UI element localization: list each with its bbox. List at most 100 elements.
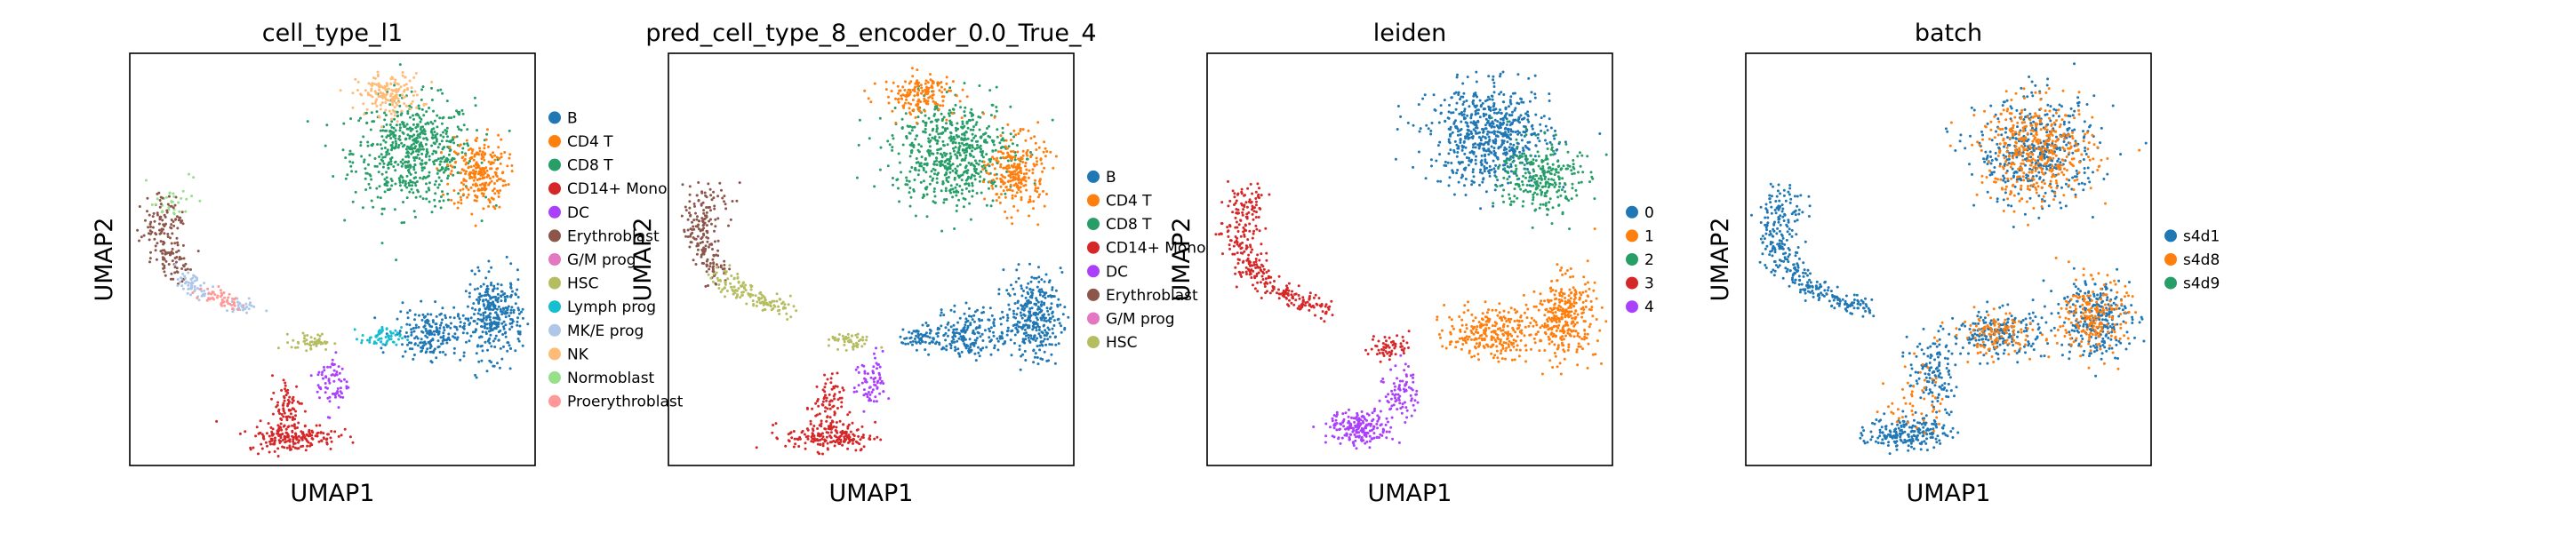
data-point bbox=[452, 306, 456, 309]
data-point bbox=[430, 131, 434, 134]
data-point bbox=[180, 196, 183, 200]
data-point bbox=[945, 82, 948, 85]
data-point bbox=[712, 262, 716, 266]
data-point bbox=[723, 200, 725, 203]
data-point bbox=[215, 419, 219, 423]
data-point bbox=[406, 112, 410, 115]
data-point bbox=[936, 126, 939, 130]
data-point bbox=[972, 136, 976, 139]
data-point bbox=[231, 306, 235, 310]
data-point bbox=[466, 195, 469, 199]
data-point bbox=[716, 217, 720, 220]
data-point bbox=[976, 143, 979, 147]
data-point bbox=[161, 210, 164, 213]
data-point bbox=[378, 162, 381, 165]
data-point bbox=[324, 144, 327, 147]
data-point bbox=[385, 171, 388, 174]
data-point bbox=[1026, 157, 1029, 161]
data-point bbox=[1500, 91, 1503, 94]
data-point bbox=[396, 120, 399, 123]
data-point bbox=[489, 305, 492, 307]
data-point bbox=[446, 163, 449, 167]
data-point bbox=[473, 273, 476, 276]
data-point bbox=[418, 145, 421, 148]
data-point bbox=[1549, 126, 1553, 130]
data-point bbox=[916, 102, 920, 106]
data-point bbox=[951, 80, 955, 84]
data-point bbox=[837, 438, 841, 441]
data-point bbox=[868, 386, 871, 389]
data-point bbox=[712, 254, 716, 258]
data-point bbox=[911, 99, 915, 101]
data-point bbox=[696, 235, 700, 238]
data-point bbox=[371, 120, 374, 123]
data-point bbox=[978, 326, 981, 329]
data-point bbox=[200, 294, 204, 298]
data-point bbox=[961, 132, 964, 136]
data-point bbox=[1043, 280, 1046, 283]
data-point bbox=[942, 314, 946, 317]
data-point bbox=[953, 304, 956, 307]
data-point bbox=[424, 334, 428, 338]
data-point bbox=[482, 172, 485, 176]
data-point bbox=[1509, 95, 1513, 99]
data-point bbox=[504, 330, 508, 334]
data-point bbox=[501, 184, 505, 187]
data-point bbox=[1025, 171, 1028, 175]
data-point bbox=[899, 89, 902, 92]
data-point bbox=[193, 279, 196, 282]
data-point bbox=[442, 350, 444, 354]
data-point bbox=[421, 344, 425, 347]
data-point bbox=[931, 179, 934, 182]
data-point bbox=[879, 146, 883, 149]
data-point bbox=[819, 443, 822, 447]
data-point bbox=[428, 324, 432, 328]
data-point bbox=[972, 331, 975, 335]
data-point bbox=[220, 293, 224, 297]
data-point bbox=[138, 205, 141, 208]
data-point bbox=[292, 399, 295, 402]
data-point bbox=[991, 199, 995, 203]
data-point bbox=[804, 442, 807, 445]
legend-marker bbox=[1087, 336, 1100, 349]
data-point bbox=[233, 304, 236, 307]
data-point bbox=[1016, 330, 1020, 333]
data-point bbox=[1508, 105, 1510, 108]
data-point bbox=[386, 339, 389, 343]
data-point bbox=[972, 114, 975, 116]
data-point bbox=[1038, 290, 1042, 294]
data-point bbox=[279, 436, 283, 440]
data-point bbox=[952, 149, 956, 153]
data-point bbox=[476, 163, 479, 166]
data-point bbox=[1010, 216, 1013, 219]
data-point bbox=[177, 201, 180, 204]
data-point bbox=[757, 298, 761, 301]
data-point bbox=[436, 169, 440, 172]
data-point bbox=[856, 365, 860, 369]
data-point bbox=[305, 438, 308, 441]
data-point bbox=[1037, 275, 1041, 279]
data-point bbox=[322, 377, 324, 380]
data-point bbox=[449, 164, 452, 167]
data-point bbox=[294, 432, 298, 435]
data-point bbox=[931, 97, 934, 100]
data-point bbox=[892, 137, 895, 140]
data-point bbox=[723, 195, 726, 198]
data-point bbox=[949, 346, 953, 350]
data-point bbox=[999, 163, 1003, 166]
data-point bbox=[318, 396, 321, 400]
data-point bbox=[716, 239, 720, 243]
data-point bbox=[877, 362, 880, 366]
data-point bbox=[703, 191, 707, 195]
data-point bbox=[835, 421, 838, 424]
data-point bbox=[891, 148, 894, 152]
data-point bbox=[351, 200, 355, 203]
data-point bbox=[935, 156, 938, 160]
data-point bbox=[356, 89, 359, 91]
data-point bbox=[984, 139, 988, 142]
data-point bbox=[1029, 334, 1033, 338]
data-point bbox=[439, 336, 443, 339]
data-point bbox=[729, 282, 732, 285]
data-point bbox=[965, 328, 969, 331]
